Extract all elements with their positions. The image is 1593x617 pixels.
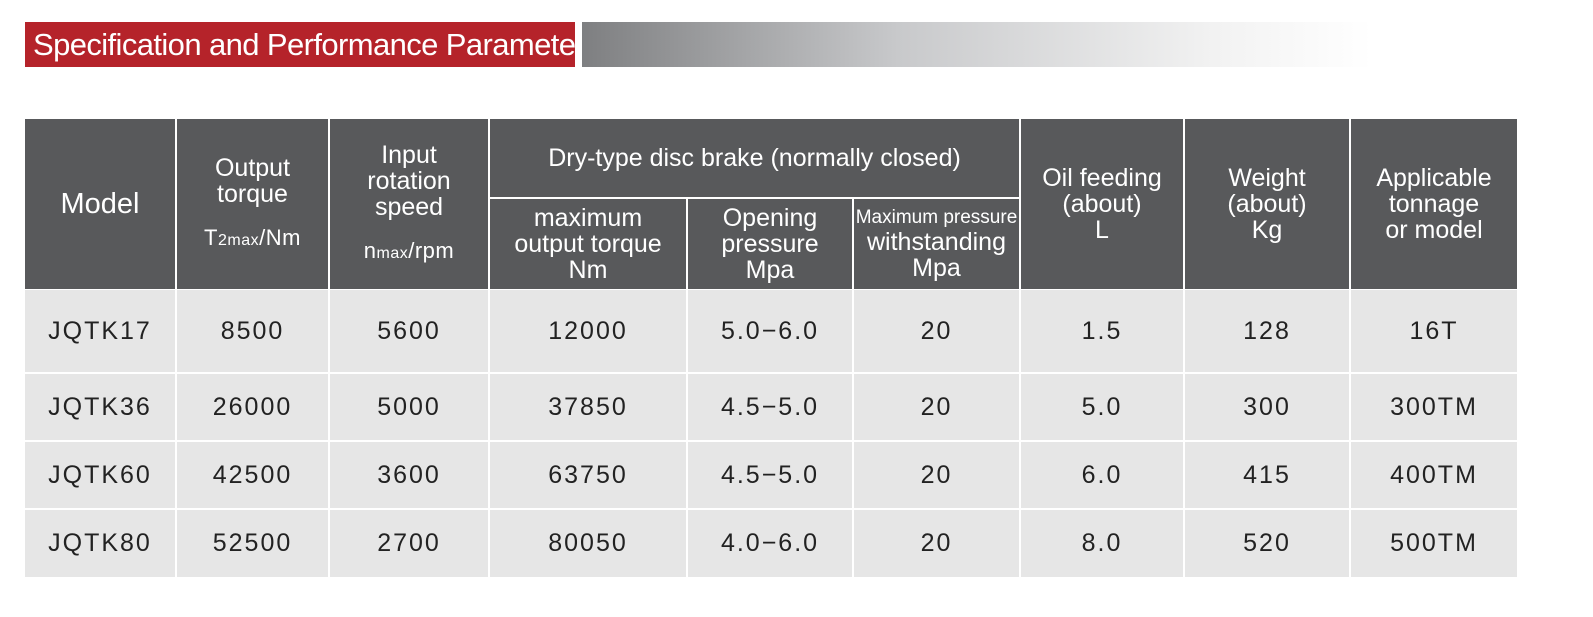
unit-subscript: max — [376, 244, 409, 262]
header-line: Oil feeding — [1042, 164, 1162, 192]
section-title: Specification and Performance Parameters — [25, 22, 601, 67]
table-cell: 37850 — [490, 374, 686, 440]
table-cell: 20 — [854, 290, 1019, 372]
table-cell: JQTK60 — [25, 442, 175, 508]
table-cell: 5000 — [330, 374, 488, 440]
table-cell: 8.0 — [1021, 510, 1183, 577]
header-line: Input — [381, 140, 437, 169]
table-cell: 5600 — [330, 290, 488, 372]
unit-symbol: n — [363, 237, 377, 263]
header-cell: Weight (about) Kg — [1185, 119, 1349, 289]
table-cell: 80050 — [490, 510, 686, 577]
header-cell: Oil feeding (about) L — [1021, 119, 1183, 289]
header-cell: Opening pressure Mpa — [688, 199, 852, 289]
table-cell: 2700 — [330, 510, 488, 577]
header-line: maximum — [533, 204, 643, 232]
header-cell: maximum output torque Nm — [490, 199, 686, 289]
table-cell: 42500 — [177, 442, 328, 508]
header-line: Opening — [722, 204, 818, 232]
table-cell: 20 — [854, 374, 1019, 440]
header-line: rotation — [367, 166, 451, 195]
table-cell: 8500 — [177, 290, 328, 372]
header-cell: Input rotation speed nmax/rpm — [330, 119, 488, 289]
header-line: (about) — [1227, 190, 1307, 218]
header-line: Model — [60, 188, 140, 220]
table-cell: 520 — [1185, 510, 1349, 577]
table-cell: 415 — [1185, 442, 1349, 508]
table-cell: 5.0 — [1021, 374, 1183, 440]
header-cell: Maximum pressure withstanding Mpa — [854, 199, 1019, 289]
table-cell: JQTK36 — [25, 374, 175, 440]
table-cell: 128 — [1185, 290, 1349, 372]
table-cell: 400TM — [1351, 442, 1517, 508]
table-cell: 3600 — [330, 442, 488, 508]
header-line: (about) — [1062, 190, 1142, 218]
header-line: output torque — [514, 230, 662, 258]
header-cell: Output torque T2max/Nm — [177, 119, 328, 289]
header-cell: Applicable tonnage or model — [1351, 119, 1517, 289]
table-cell: 500TM — [1351, 510, 1517, 577]
unit: /Nm — [259, 224, 301, 250]
header-line: withstanding — [867, 228, 1006, 256]
table-cell: 300TM — [1351, 374, 1517, 440]
header-line: Applicable — [1376, 164, 1492, 192]
table-cell: 4.0−6.0 — [688, 510, 852, 577]
table-cell: 300 — [1185, 374, 1349, 440]
header-line: L — [1095, 216, 1109, 244]
table-cell: 20 — [854, 442, 1019, 508]
header-line: Mpa — [745, 256, 795, 284]
table-cell: 1.5 — [1021, 290, 1183, 372]
unit-subscript: 2max — [218, 231, 260, 249]
header-unit: nmax/rpm — [364, 238, 454, 267]
header-line: speed — [374, 192, 444, 221]
title-decoration — [582, 22, 1372, 67]
table-cell: 26000 — [177, 374, 328, 440]
table-cell: JQTK80 — [25, 510, 175, 577]
table-cell: 63750 — [490, 442, 686, 508]
header-line: Output — [214, 153, 291, 182]
header-line: Weight — [1228, 164, 1306, 192]
table-cell: 6.0 — [1021, 442, 1183, 508]
header-line: Kg — [1251, 216, 1283, 244]
table-cell: 16T — [1351, 290, 1517, 372]
header-line: pressure — [721, 230, 819, 258]
header-line: torque — [217, 179, 288, 208]
table-cell: 4.5−5.0 — [688, 442, 852, 508]
table-cell: 52500 — [177, 510, 328, 577]
header-line: tonnage — [1388, 190, 1480, 218]
unit-symbol: T — [204, 224, 218, 250]
unit: /rpm — [408, 237, 455, 263]
table-cell: 5.0−6.0 — [688, 290, 852, 372]
header-unit: T2max/Nm — [204, 225, 301, 254]
header-line: or model — [1385, 216, 1483, 244]
table-cell: JQTK17 — [25, 290, 175, 372]
group-header: Dry-type disc brake (normally closed) — [490, 119, 1019, 197]
table-cell: 12000 — [490, 290, 686, 372]
table-cell: 20 — [854, 510, 1019, 577]
header-line: Nm — [568, 256, 608, 284]
header-cell: Model — [25, 119, 175, 289]
table-cell: 4.5−5.0 — [688, 374, 852, 440]
header-line: Maximum pressure — [855, 207, 1018, 228]
header-line: Mpa — [912, 254, 961, 282]
